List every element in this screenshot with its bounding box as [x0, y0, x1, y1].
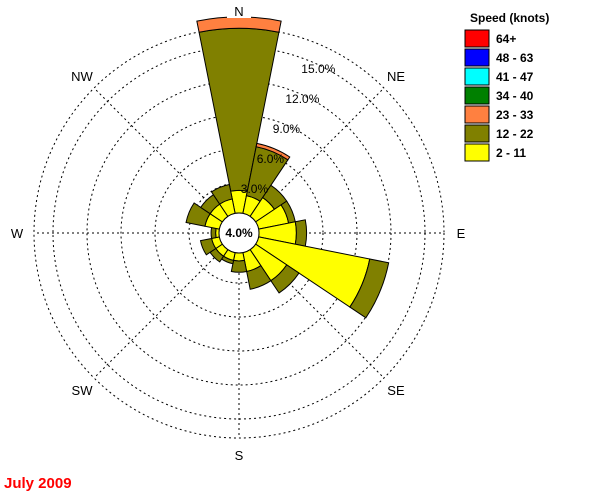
compass-label-bg	[70, 380, 95, 397]
compass-label-bg	[227, 446, 251, 462]
compass-label-bg	[383, 380, 408, 397]
legend-label: 48 - 63	[496, 51, 534, 65]
ring-label: 6.0%	[257, 152, 285, 166]
legend-label: 64+	[496, 32, 516, 46]
compass-label-w: W	[11, 226, 24, 241]
petal-wsw-bin-1	[199, 237, 217, 256]
grid-spoke	[93, 87, 226, 220]
compass-label-bg	[5, 224, 29, 240]
petal-se-bin-1	[270, 264, 300, 294]
legend-label: 23 - 33	[496, 108, 534, 122]
compass-label-nw: NW	[71, 69, 93, 84]
ring-label: 3.0%	[241, 182, 269, 196]
compass-label-se: SE	[387, 383, 405, 398]
legend: Speed (knots) 64+ 48 - 63 41 - 47 34 - 40 23…	[464, 11, 549, 162]
petal-e-bin-1	[294, 219, 308, 247]
ring-labels: 3.0% 6.0% 9.0% 12.0% 15.0%	[241, 62, 336, 196]
legend-label: 41 - 47	[496, 70, 534, 84]
calm-label: 4.0%	[225, 226, 253, 240]
petal-s-bin-1	[230, 259, 248, 273]
legend-label: 34 - 40	[496, 89, 534, 103]
legend-swatch	[464, 143, 490, 162]
petal-nne-bin-2	[255, 142, 291, 161]
compass-label-bg	[383, 67, 408, 84]
compass-label-bg	[227, 2, 251, 18]
compass-label-sw: SW	[72, 383, 94, 398]
petal-w-bin-1	[210, 226, 217, 240]
petal-sse-bin-1	[246, 264, 272, 290]
legend-swatch	[464, 105, 490, 124]
compass-label-bg	[70, 67, 95, 84]
compass-label-n: N	[234, 4, 243, 19]
grid-spoke	[93, 246, 226, 379]
legend-label: 12 - 22	[496, 127, 534, 141]
calm-circle: 4.0%	[218, 212, 260, 254]
calm-circle-shape	[218, 212, 260, 254]
legend-swatch	[464, 67, 490, 86]
legend-title: Speed (knots)	[470, 11, 549, 25]
footer-label: July 2009	[4, 475, 72, 492]
petal-ese-bin-1	[349, 258, 390, 319]
legend-swatch	[464, 29, 490, 48]
ring-label: 15.0%	[301, 62, 335, 76]
compass-label-e: E	[457, 226, 466, 241]
legend-swatch	[464, 124, 490, 143]
compass-labels: N NE E SE S SW W NW	[5, 2, 473, 463]
ring-label: 12.0%	[285, 92, 319, 106]
petal-n-bin-2	[196, 16, 282, 33]
legend-swatch	[464, 48, 490, 67]
legend-label: 2 - 11	[496, 146, 526, 160]
petal-nnw-bin-1	[210, 183, 233, 205]
ring-label: 9.0%	[273, 122, 301, 136]
legend-swatch	[464, 86, 490, 105]
rose-petals	[185, 16, 390, 319]
compass-label-s: S	[235, 448, 244, 463]
petal-wnw-bin-1	[185, 202, 211, 227]
compass-label-bg	[449, 224, 473, 240]
compass-label-ne: NE	[387, 69, 405, 84]
